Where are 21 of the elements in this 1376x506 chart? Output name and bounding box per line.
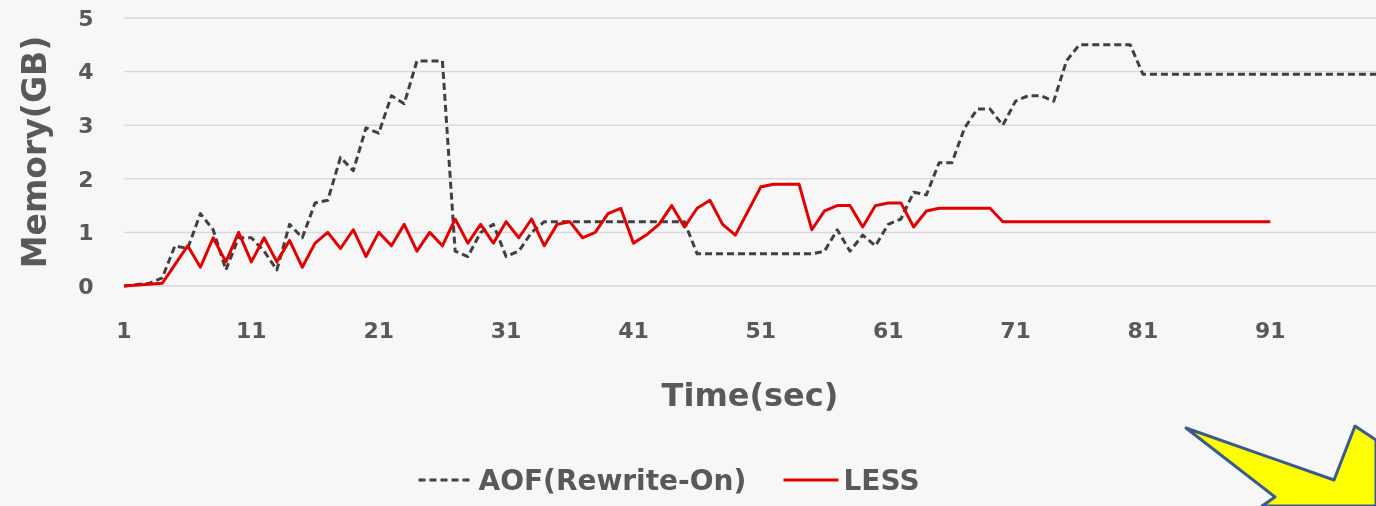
x-tick-label: 81 [1127, 318, 1159, 343]
legend-label: AOF(Rewrite-On) [478, 464, 747, 497]
x-tick-label: 11 [236, 318, 267, 343]
x-tick-label: 51 [745, 318, 777, 343]
y-axis-title: Memory(GB) [15, 35, 54, 269]
y-tick-label: 5 [78, 5, 94, 31]
legend-label: LESS [843, 464, 920, 497]
x-tick-label: 1 [116, 318, 132, 343]
y-tick-label: 2 [78, 166, 94, 192]
x-tick-label: 31 [490, 318, 522, 343]
x-tick-label: 41 [618, 318, 649, 343]
y-tick-label: 0 [78, 273, 94, 299]
y-tick-label: 4 [78, 59, 94, 85]
x-tick-label: 91 [1254, 318, 1286, 343]
x-tick-label: 71 [1000, 318, 1031, 343]
line-series [122, 182, 1272, 288]
y-tick-label: 3 [78, 112, 94, 138]
x-axis-title: Time(sec) [661, 376, 839, 414]
x-tick-label: 61 [872, 318, 904, 343]
y-tick-label: 1 [78, 220, 94, 246]
x-tick-label: 21 [363, 318, 395, 343]
